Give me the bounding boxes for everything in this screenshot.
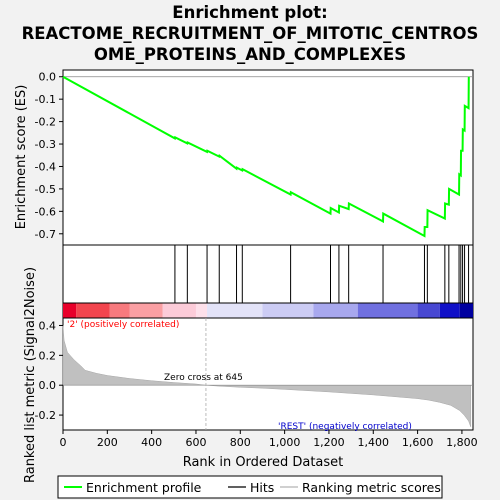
colorbar-segment (459, 303, 473, 318)
rank-y-tick-label: 0.0 (39, 379, 57, 392)
rank-x-axis: 0 200 400 600 800 1,000 1,200 1,400 1,600 1,800 (60, 430, 478, 449)
es-y-tick-label: -0.2 (35, 116, 56, 129)
colorbar-segment (439, 303, 460, 318)
hit-lines (174, 245, 470, 303)
ranking-plot-frame (62, 317, 474, 431)
title-line-2: REACTOME_RECRUITMENT_OF_MITOTIC_CENTROS (22, 24, 479, 43)
colorbar (63, 303, 473, 318)
colorbar-segment (109, 303, 130, 318)
rank-x-tick-label: 1,400 (358, 436, 390, 449)
ranking-metric-panel: Zero cross at 645 '2' (positively correl… (23, 267, 478, 483)
colorbar-segment (417, 303, 440, 318)
title-line-3: OME_PROTEINS_AND_COMPLEXES (94, 45, 406, 64)
hits-panel (62, 244, 474, 304)
rank-x-tick-label: 0 (60, 436, 67, 449)
es-y-tick-label: 0.0 (39, 71, 57, 84)
negative-correlated-label: 'REST' (negatively correlated) (278, 422, 412, 432)
colorbar-segment (357, 303, 418, 318)
colorbar-segment (195, 303, 208, 318)
title-line-1: Enrichment plot: (172, 3, 327, 22)
rank-x-tick-label: 600 (185, 436, 206, 449)
zero-cross-label: Zero cross at 645 (164, 373, 243, 383)
rank-x-tick-label: 1,800 (446, 436, 478, 449)
es-plot-frame (62, 69, 474, 246)
ranking-metric-area (62, 325, 472, 428)
colorbar-segment (63, 303, 77, 318)
enrichment-score-panel: 0.0 -0.1 -0.2 -0.3 -0.4 -0.5 -0.6 -0.7 Enrichme… (14, 69, 474, 246)
rank-x-tick-label: 400 (141, 436, 162, 449)
hits-frame (62, 244, 474, 304)
colorbar-segment (262, 303, 314, 318)
legend-label-ranking: Ranking metric scores (302, 480, 441, 495)
legend: Enrichment profile Hits Ranking metric s… (57, 475, 443, 499)
es-y-axis: 0.0 -0.1 -0.2 -0.3 -0.4 -0.5 -0.6 -0.7 (35, 71, 63, 241)
rank-x-tick-label: 200 (97, 436, 118, 449)
colorbar-segment (313, 303, 358, 318)
es-y-axis-label: Enrichment score (ES) (14, 85, 29, 230)
enrichment-profile-line (62, 75, 470, 238)
es-y-tick-label: -0.5 (35, 183, 56, 196)
legend-box (57, 475, 443, 499)
rank-x-tick-label: 1,000 (269, 436, 301, 449)
colorbar-segment (207, 303, 263, 318)
legend-label-hits: Hits (250, 480, 274, 495)
colorbar-segment (76, 303, 110, 318)
rank-x-axis-label: Rank in Ordered Dataset (183, 455, 344, 470)
colorbar-segment (162, 303, 196, 318)
rank-y-tick-label: 0.4 (39, 319, 57, 332)
es-y-tick-label: -0.7 (35, 228, 56, 241)
es-y-tick-label: -0.1 (35, 93, 56, 106)
rank-colorbar-panel (62, 302, 474, 319)
es-y-tick-label: -0.4 (35, 160, 56, 173)
rank-x-tick-label: 1,200 (313, 436, 345, 449)
rank-x-tick-label: 1,600 (402, 436, 434, 449)
positive-correlated-label: '2' (positively correlated) (67, 320, 179, 330)
colorbar-segment (129, 303, 163, 318)
es-y-tick-label: -0.3 (35, 138, 56, 151)
rank-y-axis-label: Ranked list metric (Signal2Noise) (23, 267, 38, 483)
es-y-tick-label: -0.6 (35, 205, 56, 218)
rank-y-axis: -0.2 0.0 0.2 0.4 (35, 319, 63, 422)
rank-y-tick-label: 0.2 (39, 349, 57, 362)
legend-label-enrichment: Enrichment profile (86, 480, 202, 495)
rank-x-tick-label: 800 (230, 436, 251, 449)
rank-y-tick-label: -0.2 (35, 409, 56, 422)
